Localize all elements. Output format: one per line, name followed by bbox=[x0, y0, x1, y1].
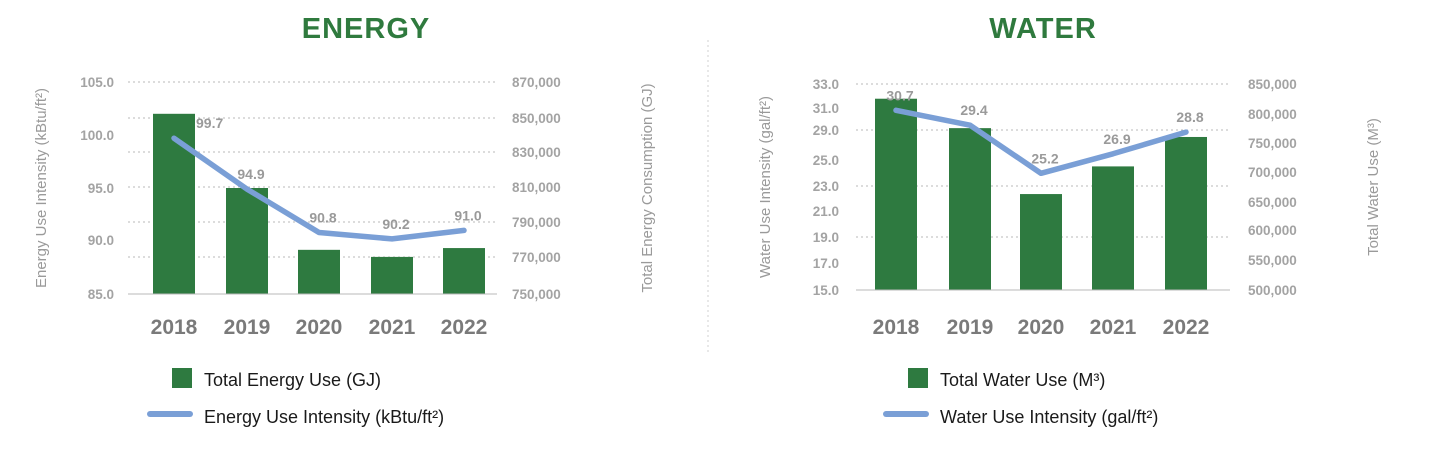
water-category-label: 2020 bbox=[1018, 316, 1065, 339]
energy-data-label-2022: 91.0 bbox=[454, 207, 481, 223]
energy-data-label-2020: 90.8 bbox=[309, 210, 336, 226]
energy-left-axis-title: Energy Use Intensity (kBtu/ft²) bbox=[33, 88, 50, 288]
energy-left-tick-label: 100.0 bbox=[80, 128, 114, 143]
energy-bar-2018 bbox=[153, 113, 195, 294]
energy-data-label-2021: 90.2 bbox=[382, 216, 409, 232]
water-right-tick-label: 850,000 bbox=[1248, 77, 1297, 92]
energy-right-tick-label: 850,000 bbox=[512, 111, 561, 126]
water-data-label-2019: 29.4 bbox=[960, 102, 987, 118]
water-right-tick-label: 750,000 bbox=[1248, 136, 1297, 151]
water-right-tick-label: 550,000 bbox=[1248, 253, 1297, 268]
water-data-label-2022: 28.8 bbox=[1176, 109, 1203, 125]
water-bar-2018 bbox=[875, 98, 917, 290]
energy-bar-2021 bbox=[371, 256, 413, 294]
energy-right-tick-label: 790,000 bbox=[512, 215, 561, 230]
energy-chart-title: ENERGY bbox=[302, 13, 430, 45]
water-category-label: 2021 bbox=[1090, 316, 1137, 339]
energy-right-tick-label: 750,000 bbox=[512, 287, 561, 302]
water-legend-line-label: Water Use Intensity (gal/ft²) bbox=[940, 407, 1158, 427]
water-left-axis-title: Water Use Intensity (gal/ft²) bbox=[757, 96, 774, 278]
water-right-tick-label: 700,000 bbox=[1248, 165, 1297, 180]
water-left-tick-label: 31.0 bbox=[813, 101, 839, 116]
energy-right-tick-label: 870,000 bbox=[512, 75, 561, 90]
water-left-tick-label: 15.0 bbox=[813, 283, 839, 298]
water-right-tick-label: 800,000 bbox=[1248, 107, 1297, 122]
energy-right-axis-title: Total Energy Consumption (GJ) bbox=[639, 83, 656, 292]
water-data-label-2021: 26.9 bbox=[1103, 131, 1130, 147]
energy-category-label: 2021 bbox=[369, 316, 416, 339]
water-left-tick-label: 25.0 bbox=[813, 153, 839, 168]
energy-legend-bar-swatch bbox=[172, 368, 192, 388]
energy-right-tick-label: 830,000 bbox=[512, 145, 561, 160]
energy-legend-line-label: Energy Use Intensity (kBtu/ft²) bbox=[204, 407, 444, 427]
energy-left-tick-label: 105.0 bbox=[80, 75, 114, 90]
water-bar-2020 bbox=[1020, 194, 1062, 290]
energy-right-tick-label: 810,000 bbox=[512, 180, 561, 195]
energy-category-label: 2019 bbox=[224, 316, 271, 339]
water-category-label: 2019 bbox=[947, 316, 994, 339]
water-category-label: 2022 bbox=[1163, 316, 1210, 339]
energy-category-label: 2018 bbox=[151, 316, 198, 339]
water-right-tick-label: 500,000 bbox=[1248, 283, 1297, 298]
water-right-tick-label: 600,000 bbox=[1248, 223, 1297, 238]
water-left-tick-label: 19.0 bbox=[813, 230, 839, 245]
energy-bar-2019 bbox=[226, 188, 268, 294]
water-bar-2022 bbox=[1165, 136, 1207, 290]
energy-bar-2022 bbox=[443, 248, 485, 294]
water-legend-bar-label: Total Water Use (M³) bbox=[940, 370, 1105, 390]
water-left-tick-label: 23.0 bbox=[813, 179, 839, 194]
water-left-tick-label: 29.0 bbox=[813, 123, 839, 138]
water-data-label-2018: 30.7 bbox=[886, 87, 913, 103]
energy-left-tick-label: 85.0 bbox=[88, 287, 114, 302]
energy-intensity-line bbox=[171, 135, 467, 242]
water-bar-2021 bbox=[1092, 166, 1134, 290]
water-left-tick-label: 21.0 bbox=[813, 204, 839, 219]
energy-bar-2020 bbox=[298, 249, 340, 294]
water-bar-2019 bbox=[949, 128, 991, 290]
energy-category-label: 2022 bbox=[441, 316, 488, 339]
water-left-tick-label: 17.0 bbox=[813, 256, 839, 271]
water-legend-bar-swatch bbox=[908, 368, 928, 388]
energy-legend-bar-label: Total Energy Use (GJ) bbox=[204, 370, 381, 390]
water-category-label: 2018 bbox=[873, 316, 920, 339]
energy-left-tick-label: 90.0 bbox=[88, 233, 114, 248]
water-intensity-line bbox=[893, 107, 1189, 177]
energy-right-tick-label: 770,000 bbox=[512, 250, 561, 265]
water-right-axis-title: Total Water Use (M³) bbox=[1365, 118, 1382, 256]
energy-data-label-2019: 94.9 bbox=[237, 166, 264, 182]
energy-left-tick-label: 95.0 bbox=[88, 181, 114, 196]
water-data-label-2020: 25.2 bbox=[1031, 150, 1058, 166]
water-right-tick-label: 650,000 bbox=[1248, 195, 1297, 210]
energy-data-label-2018: 99.7 bbox=[196, 115, 223, 131]
water-left-tick-label: 33.0 bbox=[813, 77, 839, 92]
water-chart-title: WATER bbox=[989, 13, 1097, 45]
energy-category-label: 2020 bbox=[296, 316, 343, 339]
